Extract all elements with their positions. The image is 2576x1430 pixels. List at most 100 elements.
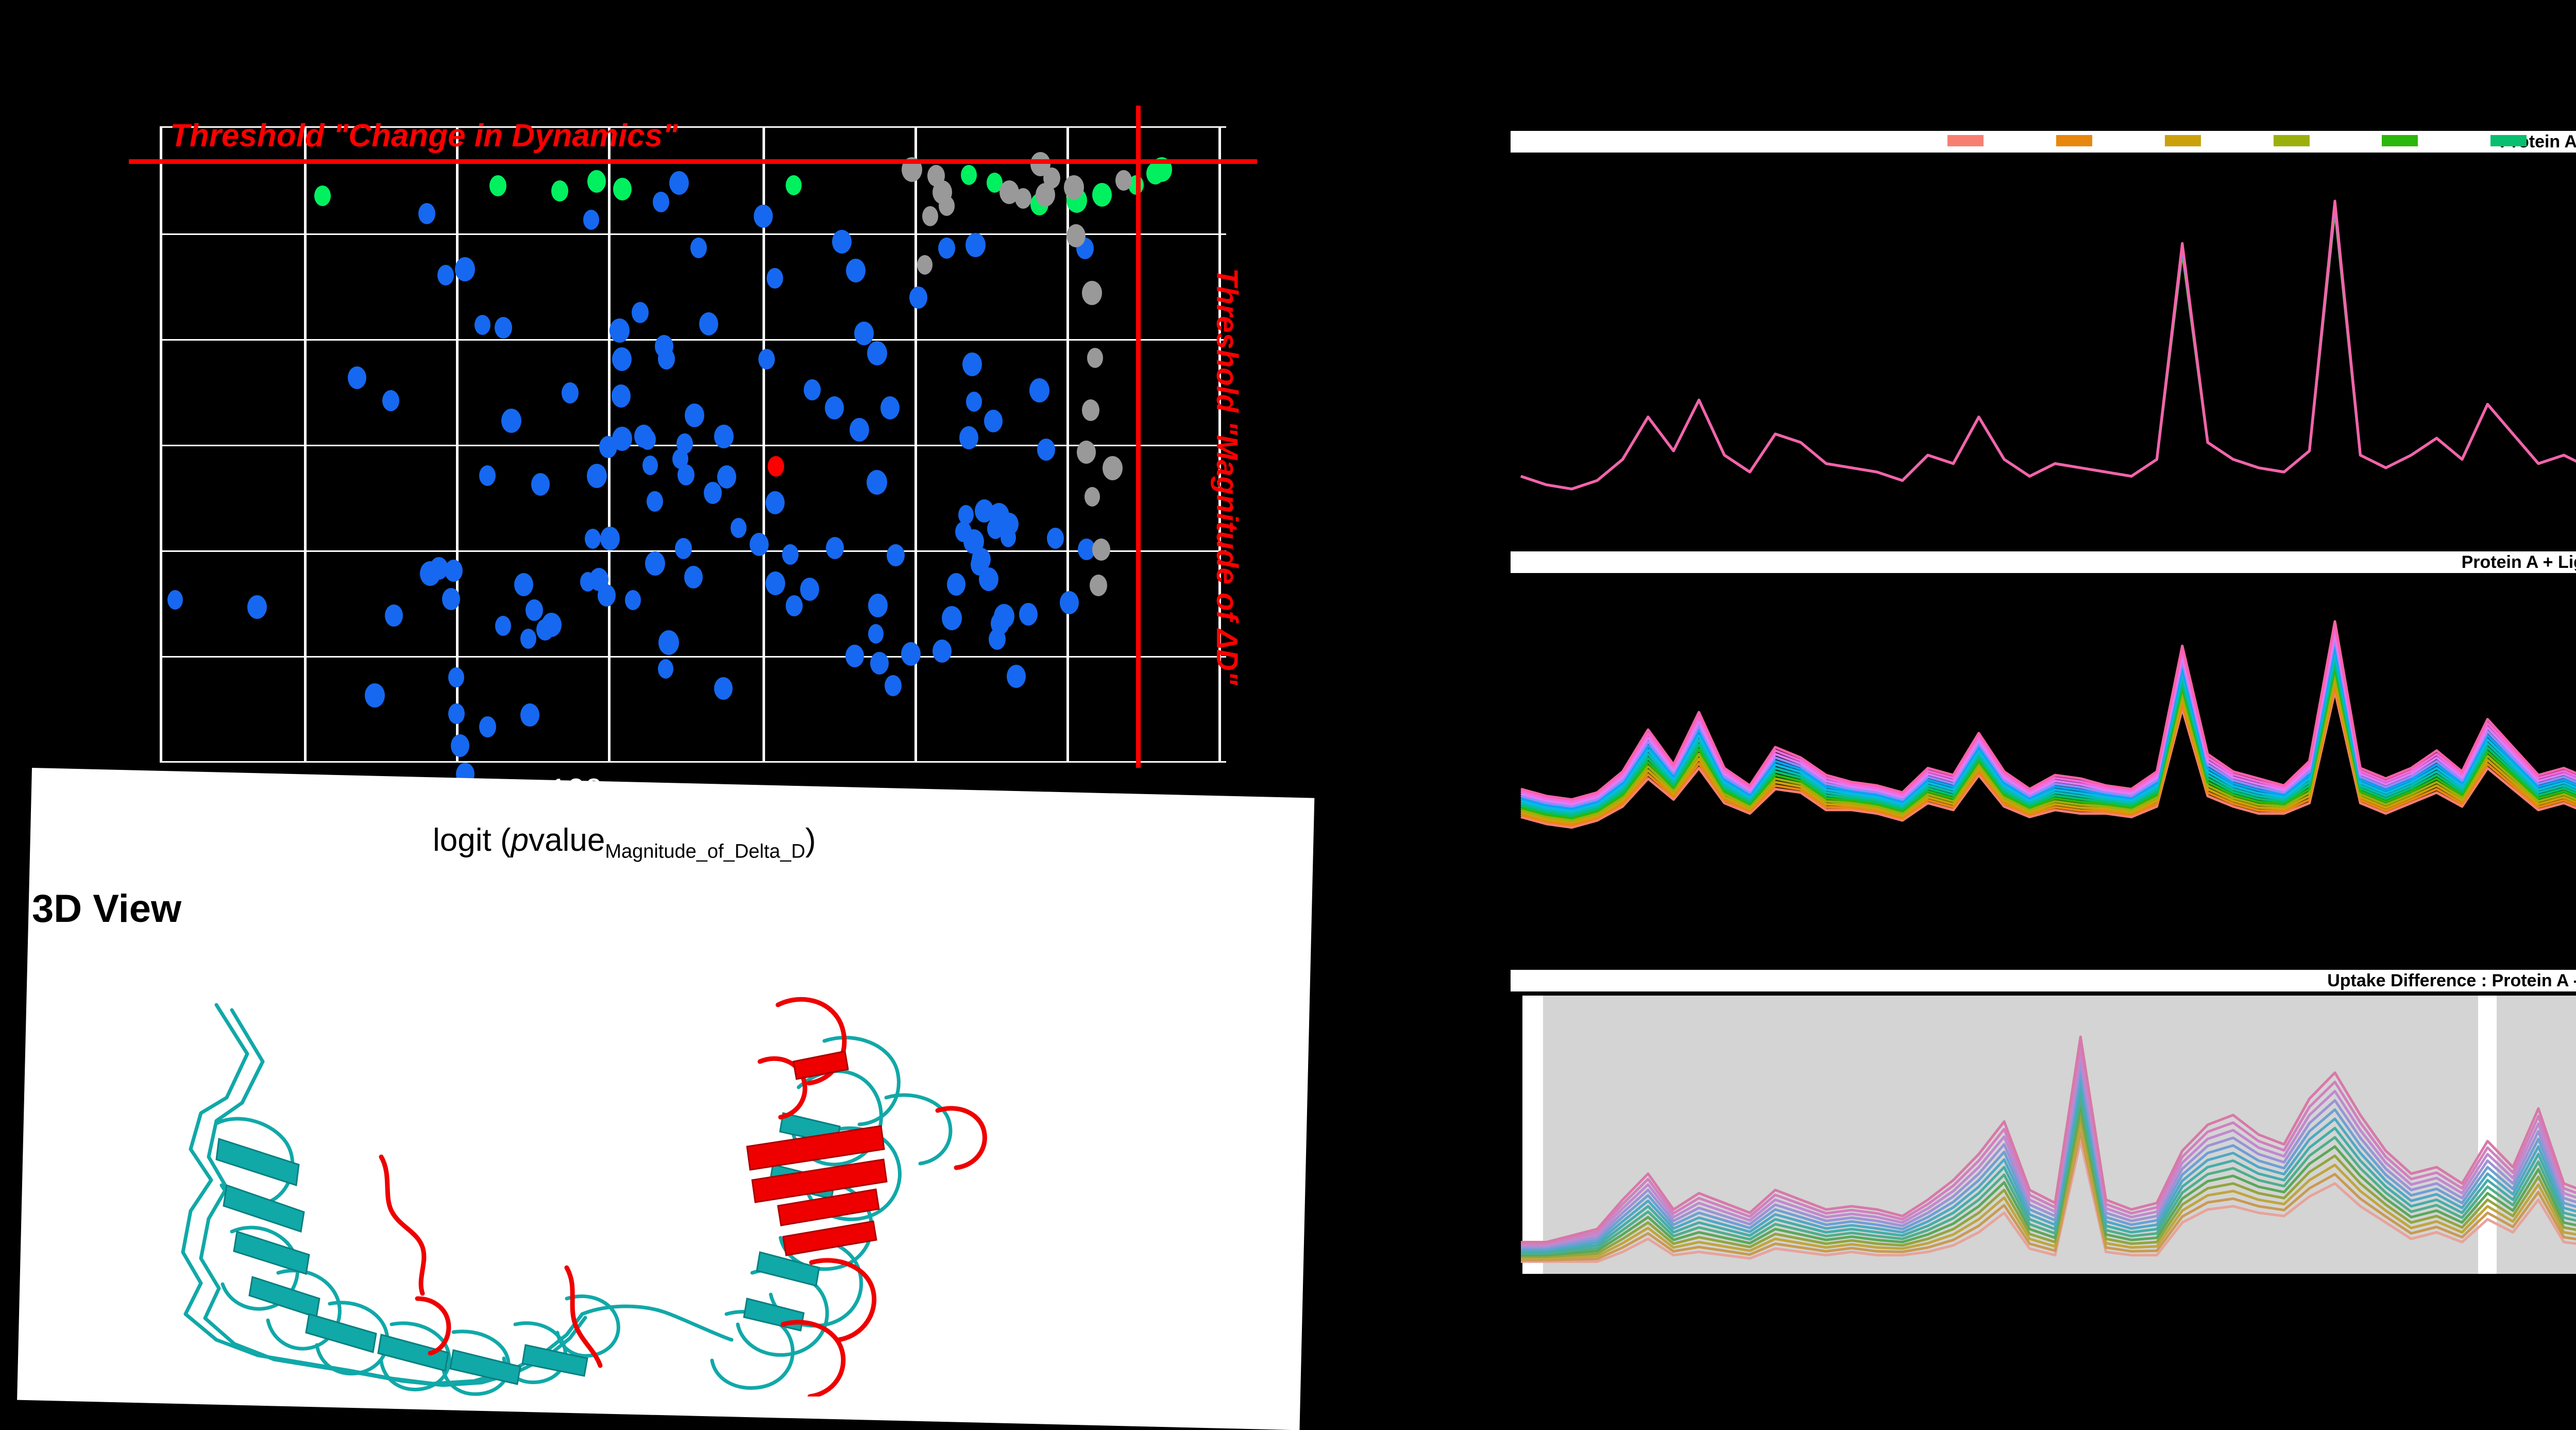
scatter-point-blue[interactable]	[880, 396, 900, 419]
timepoint-legend[interactable]	[1947, 135, 2576, 148]
scatter-point-blue[interactable]	[653, 192, 669, 212]
scatter-point-gray[interactable]	[1103, 456, 1123, 480]
scatter-point-blue[interactable]	[714, 425, 734, 448]
threshold-line-magnitude[interactable]	[1136, 106, 1141, 768]
scatter-point-blue[interactable]	[348, 366, 366, 389]
scatter-point-blue[interactable]	[612, 347, 632, 371]
scatter-point-blue[interactable]	[675, 538, 692, 559]
scatter-point-blue[interactable]	[714, 677, 733, 700]
scatter-point-gray[interactable]	[1077, 441, 1096, 464]
scatter-point-blue[interactable]	[658, 659, 673, 679]
scatter-point-blue[interactable]	[445, 560, 463, 582]
scatter-point-blue[interactable]	[479, 716, 496, 737]
scatter-point-red[interactable]	[768, 456, 784, 477]
scatter-point-blue[interactable]	[1029, 378, 1049, 402]
scatter-point-blue[interactable]	[800, 578, 819, 601]
scatter-point-gray[interactable]	[922, 206, 938, 226]
scatter-point-blue[interactable]	[455, 257, 475, 281]
scatter-point-blue[interactable]	[632, 302, 649, 323]
scatter-point-blue[interactable]	[782, 544, 799, 565]
scatter-point-blue[interactable]	[625, 590, 641, 610]
scatter-point-green[interactable]	[314, 186, 331, 206]
scatter-point-blue[interactable]	[1047, 528, 1064, 549]
scatter-point-blue[interactable]	[909, 287, 927, 309]
scatter-point-blue[interactable]	[385, 604, 403, 627]
scatter-point-blue[interactable]	[562, 382, 579, 403]
scatter-point-blue[interactable]	[901, 642, 921, 666]
scatter-point-blue[interactable]	[600, 527, 620, 550]
scatter-point-blue[interactable]	[984, 410, 1003, 432]
scatter-point-blue[interactable]	[599, 436, 617, 458]
scatter-point-blue[interactable]	[867, 341, 887, 365]
scatter-point-blue[interactable]	[442, 588, 460, 610]
scatter-point-blue[interactable]	[704, 482, 722, 504]
scatter-point-blue[interactable]	[845, 645, 864, 667]
scatter-point-blue[interactable]	[1019, 603, 1038, 626]
scatter-point-blue[interactable]	[804, 379, 821, 400]
scatter-point-green[interactable]	[613, 178, 632, 200]
scatter-point-blue[interactable]	[962, 352, 982, 376]
scatter-point-blue[interactable]	[887, 544, 905, 566]
scatter-point-blue[interactable]	[583, 210, 599, 230]
scatter-point-blue[interactable]	[536, 619, 554, 641]
scatter-point-green[interactable]	[961, 165, 977, 185]
protein-ribbon-structure[interactable]	[62, 943, 1144, 1399]
scatter-point-blue[interactable]	[479, 465, 496, 486]
scatter-point-blue[interactable]	[598, 584, 616, 607]
scatter-point-blue[interactable]	[966, 392, 982, 412]
scatter-point-gray[interactable]	[1090, 575, 1107, 596]
scatter-point-blue[interactable]	[754, 205, 773, 228]
protein-a-trace-chart[interactable]	[1511, 160, 2576, 520]
scatter-point-gray[interactable]	[1064, 175, 1084, 199]
scatter-point-blue[interactable]	[669, 171, 689, 195]
scatter-point-gray[interactable]	[1036, 183, 1055, 207]
scatter-point-blue[interactable]	[247, 595, 267, 619]
scatter-point-blue[interactable]	[868, 624, 884, 644]
scatter-point-blue[interactable]	[758, 349, 775, 369]
scatter-point-blue[interactable]	[647, 491, 663, 512]
scatter-point-gray[interactable]	[1066, 224, 1086, 247]
scatter-point-gray[interactable]	[917, 255, 933, 275]
scatter-point-blue[interactable]	[437, 265, 454, 285]
volcano-plot-area[interactable]	[129, 106, 1257, 785]
scatter-point-gray[interactable]	[1087, 348, 1103, 368]
scatter-point-blue[interactable]	[526, 599, 543, 621]
scatter-point-blue[interactable]	[870, 652, 889, 675]
scatter-point-blue[interactable]	[658, 630, 679, 655]
scatter-point-gray[interactable]	[1115, 170, 1132, 191]
scatter-point-blue[interactable]	[587, 464, 607, 488]
scatter-point-blue[interactable]	[690, 238, 707, 258]
scatter-point-blue[interactable]	[766, 571, 785, 595]
scatter-point-blue[interactable]	[959, 426, 978, 449]
scatter-point-blue[interactable]	[585, 529, 601, 549]
scatter-point-blue[interactable]	[645, 551, 665, 576]
scatter-point-blue[interactable]	[634, 425, 653, 448]
scatter-point-blue[interactable]	[825, 396, 844, 419]
scatter-point-blue[interactable]	[684, 566, 703, 588]
scatter-point-gray[interactable]	[1084, 487, 1100, 507]
scatter-point-blue[interactable]	[1007, 665, 1026, 688]
scatter-point-blue[interactable]	[642, 456, 658, 475]
scatter-point-blue[interactable]	[750, 533, 769, 556]
scatter-point-blue[interactable]	[672, 449, 688, 469]
scatter-point-blue[interactable]	[382, 390, 399, 411]
scatter-point-blue[interactable]	[451, 734, 469, 757]
uptake-difference-trace-chart[interactable]	[1511, 996, 2576, 1274]
scatter-point-blue[interactable]	[854, 322, 874, 345]
scatter-point-blue[interactable]	[826, 537, 844, 559]
scatter-point-blue[interactable]	[846, 259, 866, 282]
scatter-point-blue[interactable]	[766, 491, 785, 514]
scatter-point-blue[interactable]	[767, 268, 783, 289]
scatter-point-blue[interactable]	[514, 573, 533, 596]
scatter-point-blue[interactable]	[609, 318, 630, 343]
scatter-point-green[interactable]	[587, 170, 606, 193]
legend-swatch[interactable]	[2274, 135, 2310, 146]
scatter-point-blue[interactable]	[418, 203, 435, 224]
threshold-line-dynamics[interactable]	[129, 159, 1257, 164]
legend-swatch[interactable]	[2382, 135, 2418, 146]
scatter-point-blue[interactable]	[655, 335, 673, 358]
scatter-point-gray[interactable]	[1082, 399, 1099, 421]
scatter-point-blue[interactable]	[955, 521, 972, 542]
scatter-point-blue[interactable]	[786, 595, 803, 616]
legend-swatch[interactable]	[1947, 135, 1984, 146]
